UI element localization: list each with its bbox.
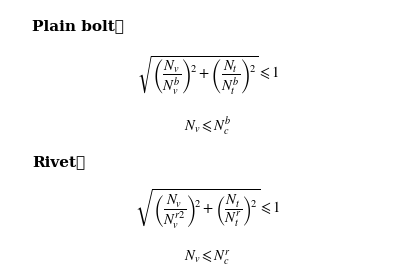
Text: $\sqrt{\left(\dfrac{N_v}{N_v^{r2}}\right)^{\!2}+\left(\dfrac{N_t}{N_t^r}\right)^: $\sqrt{\left(\dfrac{N_v}{N_v^{r2}}\right… bbox=[136, 187, 280, 231]
Text: Rivet：: Rivet： bbox=[32, 155, 85, 169]
Text: Plain bolt：: Plain bolt： bbox=[32, 19, 124, 33]
Text: $\sqrt{\left(\dfrac{N_v}{N_v^b}\right)^{\!2}+\left(\dfrac{N_t}{N_t^b}\right)^{\!: $\sqrt{\left(\dfrac{N_v}{N_v^b}\right)^{… bbox=[137, 54, 279, 96]
Text: $N_v\leqslant N_c^b$: $N_v\leqslant N_c^b$ bbox=[184, 115, 232, 137]
Text: $N_v\leqslant N_c^r$: $N_v\leqslant N_c^r$ bbox=[184, 248, 232, 267]
